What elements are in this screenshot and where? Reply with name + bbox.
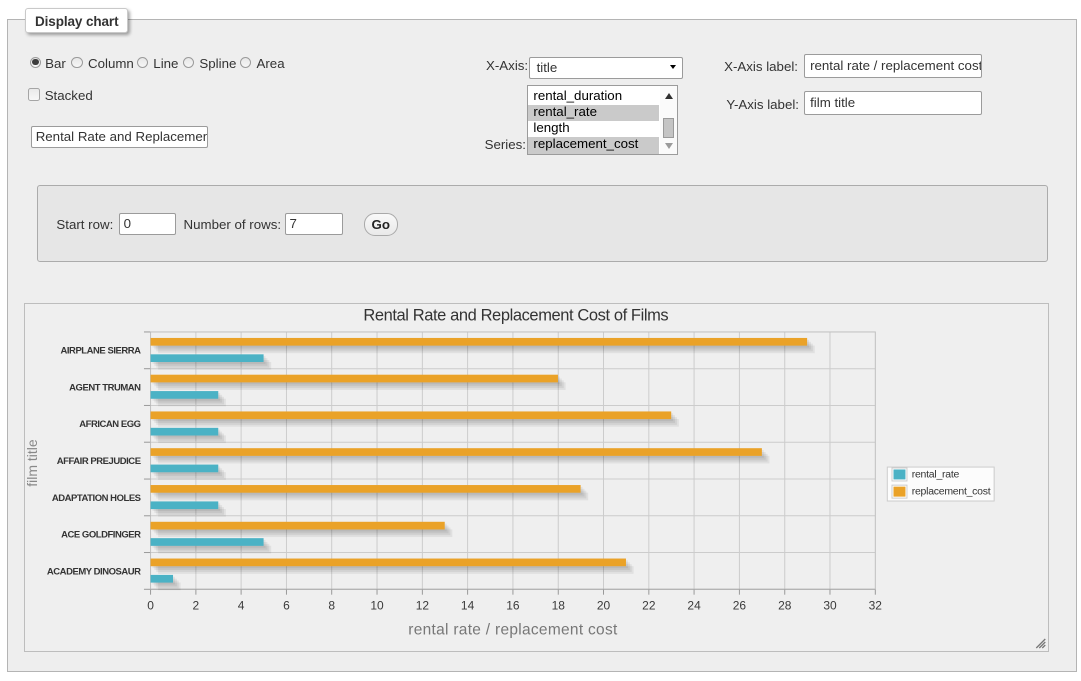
svg-text:30: 30 <box>823 599 837 613</box>
svg-text:replacement_cost: replacement_cost <box>912 487 991 498</box>
svg-text:0: 0 <box>147 599 154 613</box>
svg-text:Rental Rate and Replacement Co: Rental Rate and Replacement Cost of Film… <box>363 306 668 324</box>
svg-text:18: 18 <box>552 599 566 613</box>
svg-text:AFRICAN EGG: AFRICAN EGG <box>79 419 140 430</box>
svg-text:22: 22 <box>642 599 656 613</box>
svg-text:10: 10 <box>370 599 384 613</box>
svg-text:24: 24 <box>687 599 701 613</box>
svg-text:8: 8 <box>328 599 335 613</box>
svg-text:26: 26 <box>733 599 747 613</box>
svg-text:6: 6 <box>283 599 290 613</box>
svg-text:28: 28 <box>778 599 792 613</box>
svg-text:32: 32 <box>869 599 883 613</box>
svg-text:ADAPTATION HOLES: ADAPTATION HOLES <box>52 493 141 504</box>
svg-text:rental rate / replacement cost: rental rate / replacement cost <box>408 621 618 638</box>
svg-text:film title: film title <box>24 439 40 487</box>
svg-text:ACE GOLDFINGER: ACE GOLDFINGER <box>61 530 141 541</box>
svg-text:14: 14 <box>461 599 475 613</box>
svg-text:20: 20 <box>597 599 611 613</box>
svg-text:AIRPLANE SIERRA: AIRPLANE SIERRA <box>60 346 141 357</box>
svg-text:rental_rate: rental_rate <box>912 469 960 480</box>
svg-text:4: 4 <box>238 599 245 613</box>
svg-text:AGENT TRUMAN: AGENT TRUMAN <box>69 382 141 393</box>
svg-text:ACADEMY DINOSAUR: ACADEMY DINOSAUR <box>47 566 141 577</box>
svg-text:AFFAIR PREJUDICE: AFFAIR PREJUDICE <box>57 456 141 467</box>
svg-text:2: 2 <box>193 599 200 613</box>
svg-text:12: 12 <box>416 599 430 613</box>
svg-text:16: 16 <box>506 599 520 613</box>
